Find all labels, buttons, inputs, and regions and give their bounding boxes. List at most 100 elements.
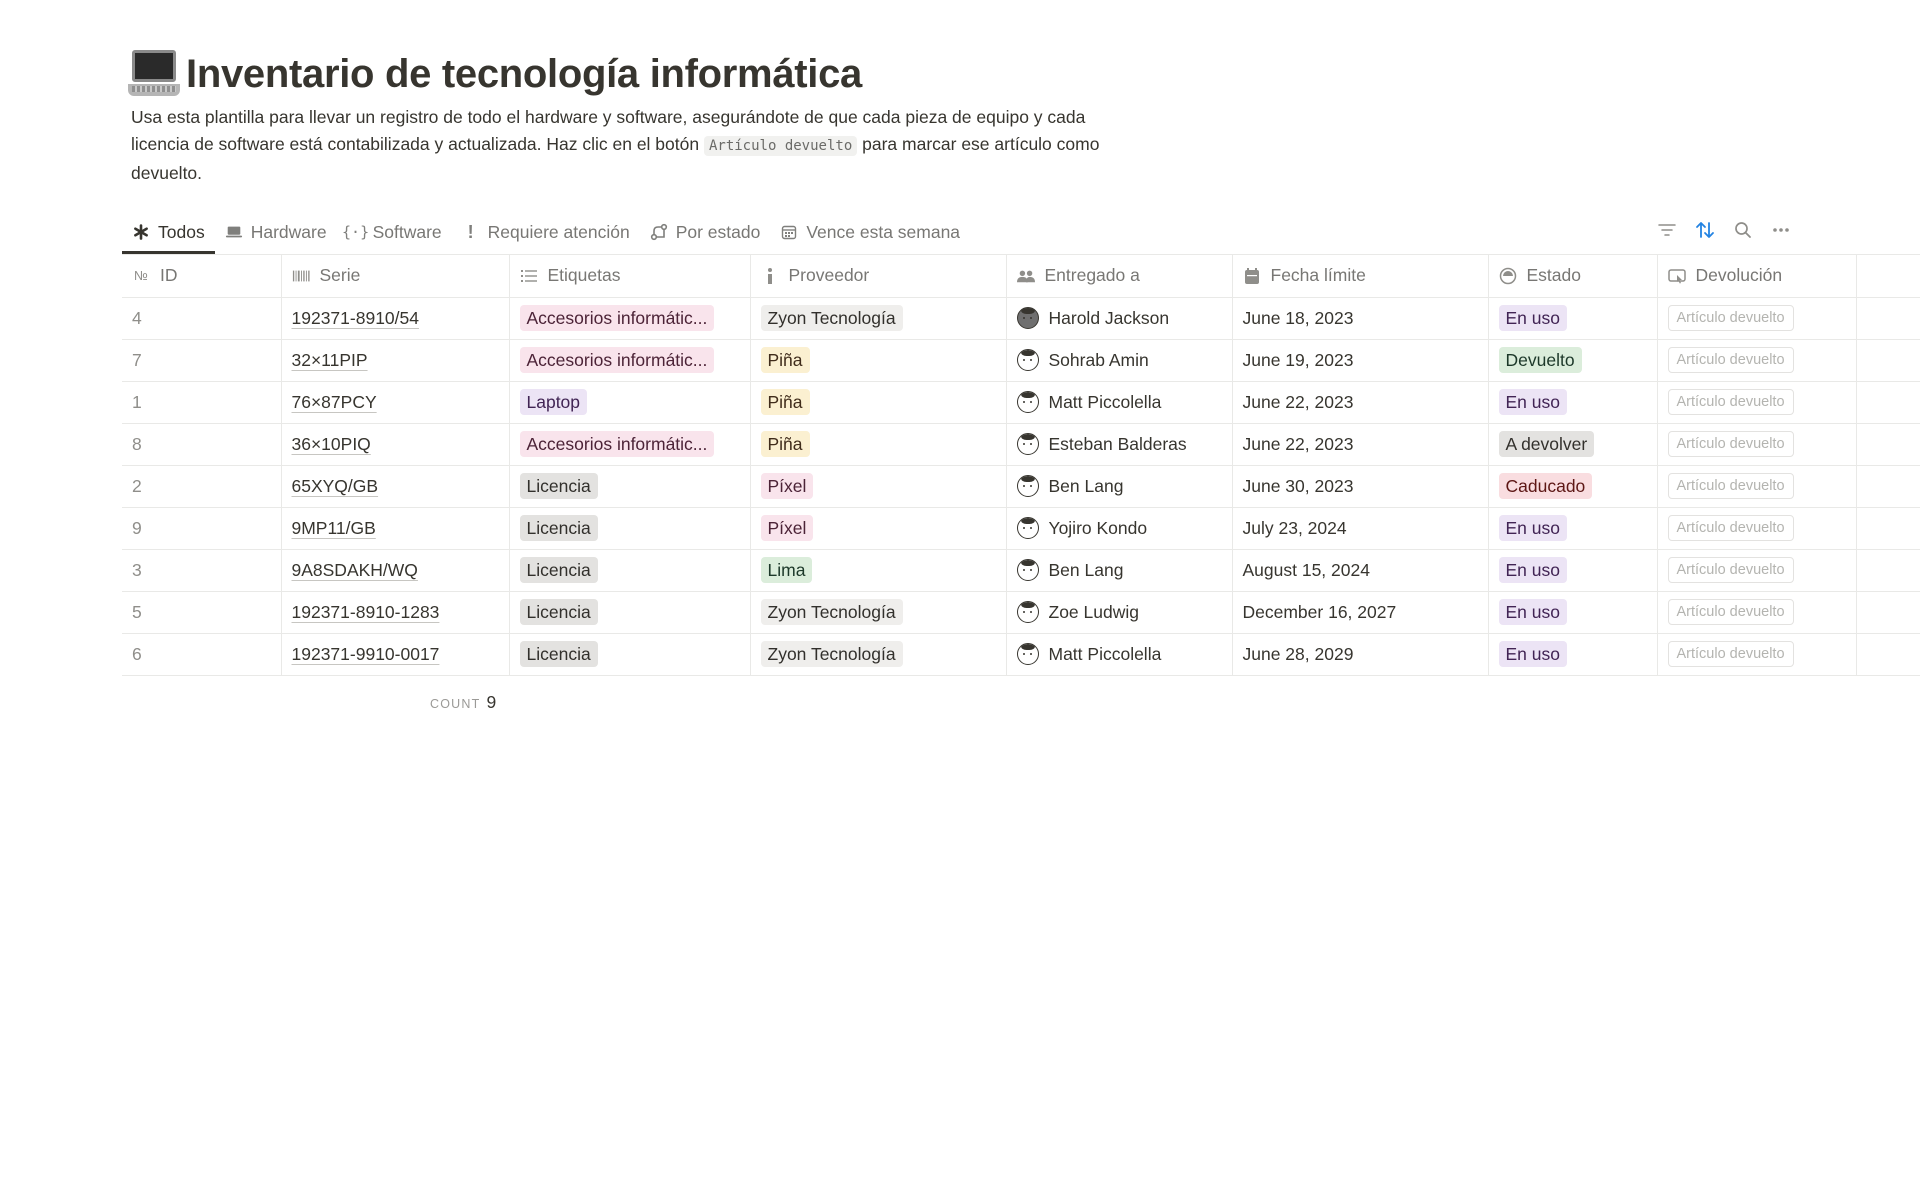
articulo-devuelto-button[interactable]: Artículo devuelto (1667, 473, 1794, 499)
tab-todos[interactable]: Todos (122, 210, 215, 254)
cell-estado[interactable]: En uso (1488, 507, 1658, 550)
articulo-devuelto-button[interactable]: Artículo devuelto (1667, 557, 1794, 583)
cell-etiquetas[interactable]: Accesorios informátic... (509, 297, 751, 340)
cell-proveedor[interactable]: Piña (750, 381, 1007, 424)
articulo-devuelto-button[interactable]: Artículo devuelto (1667, 599, 1794, 625)
table-row[interactable]: 3 9A8SDAKH/WQ Licencia Lima Ben Lang August 1… (122, 549, 1920, 592)
cell-id[interactable]: 7 (122, 339, 282, 382)
cell-proveedor[interactable]: Zyon Tecnología (750, 591, 1007, 634)
cell-fecha-limite[interactable]: June 18, 2023 (1232, 297, 1489, 340)
sort-icon[interactable] (1686, 216, 1724, 244)
cell-proveedor[interactable]: Piña (750, 339, 1007, 382)
cell-entregado-a[interactable]: Harold Jackson (1006, 297, 1233, 340)
cell-etiquetas[interactable]: Laptop (509, 381, 751, 424)
more-icon[interactable] (1762, 216, 1800, 244)
cell-estado[interactable]: En uso (1488, 591, 1658, 634)
cell-etiquetas[interactable]: Licencia (509, 549, 751, 592)
articulo-devuelto-button[interactable]: Artículo devuelto (1667, 515, 1794, 541)
articulo-devuelto-button[interactable]: Artículo devuelto (1667, 347, 1794, 373)
cell-fecha-limite[interactable]: June 22, 2023 (1232, 381, 1489, 424)
cell-estado[interactable]: Devuelto (1488, 339, 1658, 382)
cell-serie[interactable]: 65XYQ/GB (281, 465, 510, 508)
tab-hardware[interactable]: Hardware (215, 210, 337, 254)
column-header-proveedor[interactable]: Proveedor (750, 255, 1007, 298)
cell-serie[interactable]: 9A8SDAKH/WQ (281, 549, 510, 592)
table-row[interactable]: 8 36×10PIQ Accesorios informátic... Piña Est… (122, 423, 1920, 466)
cell-etiquetas[interactable]: Licencia (509, 633, 751, 676)
cell-id[interactable]: 8 (122, 423, 282, 466)
cell-estado[interactable]: Caducado (1488, 465, 1658, 508)
cell-etiquetas[interactable]: Accesorios informátic... (509, 339, 751, 382)
column-header-entregado-a[interactable]: Entregado a (1006, 255, 1233, 298)
articulo-devuelto-button[interactable]: Artículo devuelto (1667, 641, 1794, 667)
cell-entregado-a[interactable]: Zoe Ludwig (1006, 591, 1233, 634)
column-header-devolucion[interactable]: Devolución (1657, 255, 1857, 298)
table-row[interactable]: 1 76×87PCY Laptop Piña Matt Piccolella June 2… (122, 381, 1920, 424)
cell-estado[interactable]: En uso (1488, 549, 1658, 592)
cell-id[interactable]: 3 (122, 549, 282, 592)
cell-entregado-a[interactable]: Sohrab Amin (1006, 339, 1233, 382)
table-row[interactable]: 7 32×11PIP Accesorios informátic... Piña Soh… (122, 339, 1920, 382)
tab-por-estado[interactable]: Por estado (640, 210, 771, 254)
cell-estado[interactable]: En uso (1488, 381, 1658, 424)
cell-fecha-limite[interactable]: June 22, 2023 (1232, 423, 1489, 466)
cell-estado[interactable]: En uso (1488, 297, 1658, 340)
cell-fecha-limite[interactable]: December 16, 2027 (1232, 591, 1489, 634)
cell-fecha-limite[interactable]: June 30, 2023 (1232, 465, 1489, 508)
tab-requiere-atencion[interactable]: ! Requiere atención (452, 210, 640, 254)
search-icon[interactable] (1724, 216, 1762, 244)
cell-entregado-a[interactable]: Matt Piccolella (1006, 381, 1233, 424)
page-title[interactable]: Inventario de tecnología informática (186, 51, 862, 96)
cell-id[interactable]: 9 (122, 507, 282, 550)
cell-fecha-limite[interactable]: August 15, 2024 (1232, 549, 1489, 592)
cell-etiquetas[interactable]: Licencia (509, 507, 751, 550)
articulo-devuelto-button[interactable]: Artículo devuelto (1667, 431, 1794, 457)
cell-proveedor[interactable]: Zyon Tecnología (750, 297, 1007, 340)
cell-fecha-limite[interactable]: June 19, 2023 (1232, 339, 1489, 382)
filter-icon[interactable] (1648, 216, 1686, 244)
cell-proveedor[interactable]: Zyon Tecnología (750, 633, 1007, 676)
table-row[interactable]: 6 192371-9910-0017 Licencia Zyon Tecnología… (122, 633, 1920, 676)
cell-entregado-a[interactable]: Ben Lang (1006, 465, 1233, 508)
cell-entregado-a[interactable]: Ben Lang (1006, 549, 1233, 592)
tab-software[interactable]: {·} Software (342, 221, 442, 242)
cell-serie[interactable]: 76×87PCY (281, 381, 510, 424)
table-count-footer[interactable]: COUNT 9 (430, 692, 496, 713)
cell-id[interactable]: 2 (122, 465, 282, 508)
cell-fecha-limite[interactable]: June 28, 2029 (1232, 633, 1489, 676)
cell-id[interactable]: 1 (122, 381, 282, 424)
cell-id[interactable]: 4 (122, 297, 282, 340)
laptop-emoji-icon[interactable] (128, 48, 180, 100)
cell-fecha-limite[interactable]: July 23, 2024 (1232, 507, 1489, 550)
table-row[interactable]: 9 9MP11/GB Licencia Píxel Yojiro Kondo July 2… (122, 507, 1920, 550)
table-row[interactable]: 5 192371-8910-1283 Licencia Zyon Tecnología… (122, 591, 1920, 634)
column-header-estado[interactable]: Estado (1488, 255, 1658, 298)
cell-etiquetas[interactable]: Accesorios informátic... (509, 423, 751, 466)
articulo-devuelto-button[interactable]: Artículo devuelto (1667, 305, 1794, 331)
cell-proveedor[interactable]: Lima (750, 549, 1007, 592)
cell-entregado-a[interactable]: Yojiro Kondo (1006, 507, 1233, 550)
cell-serie[interactable]: 32×11PIP (281, 339, 510, 382)
column-header-etiquetas[interactable]: Etiquetas (509, 255, 751, 298)
column-header-fecha-limite[interactable]: Fecha límite (1232, 255, 1489, 298)
table-row[interactable]: 2 65XYQ/GB Licencia Píxel Ben Lang June 30, 2… (122, 465, 1920, 508)
articulo-devuelto-button[interactable]: Artículo devuelto (1667, 389, 1794, 415)
cell-serie[interactable]: 36×10PIQ (281, 423, 510, 466)
cell-etiquetas[interactable]: Licencia (509, 591, 751, 634)
tab-vence-esta-semana[interactable]: Vence esta semana (770, 210, 970, 254)
table-row[interactable]: 4 192371-8910/54 Accesorios informátic... Z… (122, 297, 1920, 340)
cell-estado[interactable]: En uso (1488, 633, 1658, 676)
column-header-id[interactable]: № ID (122, 255, 282, 298)
cell-etiquetas[interactable]: Licencia (509, 465, 751, 508)
cell-proveedor[interactable]: Píxel (750, 465, 1007, 508)
cell-entregado-a[interactable]: Matt Piccolella (1006, 633, 1233, 676)
cell-serie[interactable]: 9MP11/GB (281, 507, 510, 550)
cell-proveedor[interactable]: Piña (750, 423, 1007, 466)
cell-entregado-a[interactable]: Esteban Balderas (1006, 423, 1233, 466)
column-header-serie[interactable]: Serie (281, 255, 510, 298)
cell-serie[interactable]: 192371-8910-1283 (281, 591, 510, 634)
cell-serie[interactable]: 192371-8910/54 (281, 297, 510, 340)
cell-serie[interactable]: 192371-9910-0017 (281, 633, 510, 676)
cell-id[interactable]: 5 (122, 591, 282, 634)
cell-id[interactable]: 6 (122, 633, 282, 676)
